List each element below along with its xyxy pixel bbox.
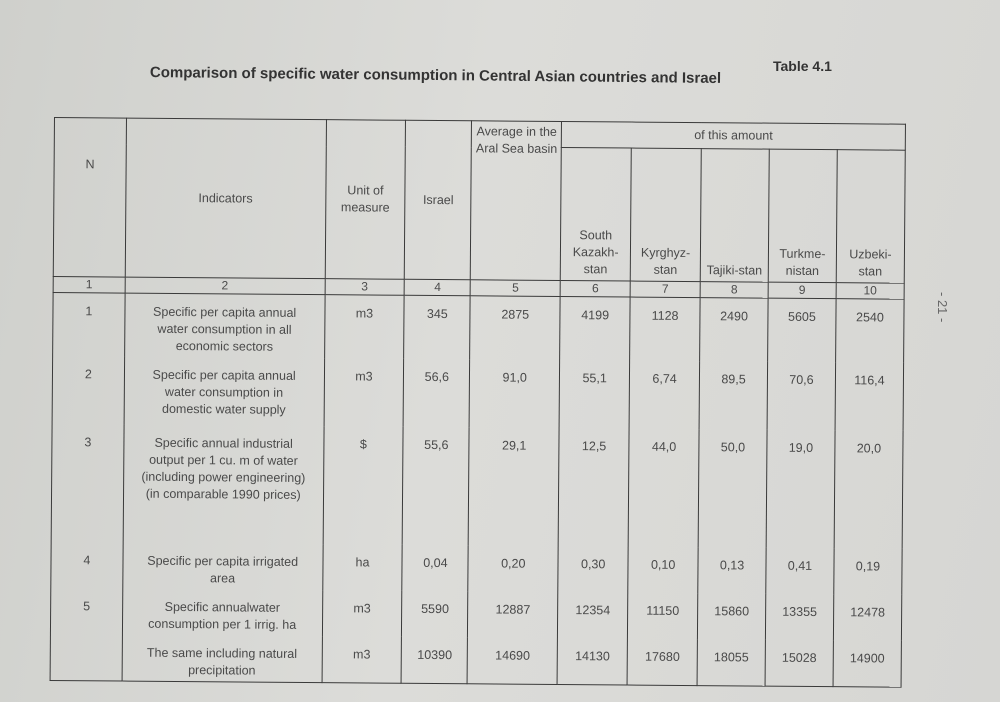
column-number: 4 — [404, 279, 471, 296]
value: 14130 — [557, 637, 628, 686]
value: 1128 — [629, 297, 701, 362]
table-row: 2 Specific per capita annual water consum… — [52, 355, 904, 431]
page-number: - 21 - — [935, 292, 950, 323]
unit: m3 — [321, 590, 403, 637]
value: 5605 — [767, 298, 837, 363]
header-cell: Tajiki-stan — [700, 148, 770, 283]
value: 10390 — [401, 636, 468, 684]
header-cell: of this amount — [561, 121, 906, 151]
value: 2540 — [835, 298, 905, 363]
table-label: Table 4.1 — [773, 58, 832, 74]
value: 116,4 — [835, 362, 904, 431]
table-head: N Indicators Unit of measure Israel Aver… — [53, 117, 906, 300]
column-number: 2 — [124, 277, 325, 295]
column-number: 1 — [53, 276, 126, 294]
value: 89,5 — [699, 361, 768, 430]
column-number: 8 — [700, 281, 769, 299]
value: 11150 — [627, 592, 698, 640]
column-number: 9 — [768, 282, 837, 299]
header-cell: Uzbeki-stan — [836, 149, 906, 284]
value: 0,04 — [402, 544, 469, 592]
data-table: N Indicators Unit of measure Israel Aver… — [50, 117, 906, 688]
indicator: Specific per capita irrigated area — [122, 542, 323, 591]
value: 0,30 — [558, 545, 629, 593]
value: 5590 — [401, 590, 469, 638]
unit: m3 — [321, 636, 402, 684]
value: 345 — [404, 295, 471, 360]
unit: m3 — [323, 358, 405, 427]
value: 15028 — [765, 639, 834, 687]
value: 44,0 — [628, 428, 700, 548]
value: 0,13 — [697, 547, 767, 594]
table-row: 5 Specific annualwater consumption per 1 … — [50, 587, 902, 641]
table-row: The same including natural precipitation… — [50, 633, 902, 688]
unit: ha — [322, 544, 403, 591]
value: 12354 — [557, 591, 628, 639]
value: 20,0 — [834, 430, 904, 549]
indicator: The same including natural precipitation — [121, 634, 322, 683]
value: 12,5 — [558, 427, 630, 547]
header-row: N Indicators Unit of measure Israel Aver… — [53, 117, 906, 281]
value: 56,6 — [403, 358, 470, 428]
header-cell: Average in the Aral Sea basin — [470, 120, 562, 281]
header-cell: Turkme-nistan — [768, 149, 838, 283]
table-row: 4 Specific per capita irrigated area ha 0,0… — [50, 541, 903, 595]
value: 13355 — [765, 593, 834, 641]
value: 70,6 — [767, 361, 836, 431]
row-number: 1 — [52, 292, 125, 357]
column-number: 5 — [470, 279, 561, 297]
value: 29,1 — [468, 427, 560, 546]
column-number: 7 — [630, 281, 701, 298]
value: 18055 — [697, 639, 766, 687]
value: 12478 — [833, 594, 902, 641]
table-row: 3 Specific annual industrial output per 1… — [51, 423, 904, 549]
value: 19,0 — [766, 429, 836, 549]
header-cell: Indicators — [125, 118, 327, 279]
column-number: 3 — [324, 278, 405, 296]
header-cell: Israel — [404, 120, 472, 280]
value: 12887 — [467, 591, 559, 638]
header-cell: South Kazakh-stan — [560, 147, 632, 282]
row-number: 5 — [50, 587, 123, 635]
value: 14690 — [467, 637, 558, 685]
table-body: 1 Specific per capita annual water consum… — [50, 292, 905, 688]
value: 4199 — [559, 296, 631, 361]
header-cell: Kyrghyz-stan — [630, 148, 702, 282]
header-cell: Unit of measure — [324, 119, 406, 280]
value: 2490 — [699, 297, 769, 362]
row-number — [50, 633, 123, 682]
value: 14900 — [833, 640, 902, 688]
value: 17680 — [627, 638, 698, 686]
value: 0,20 — [468, 545, 559, 592]
indicator: Specific annual industrial output per 1 … — [122, 424, 324, 545]
column-number: 6 — [560, 280, 631, 298]
value: 91,0 — [469, 359, 560, 428]
row-number: 3 — [51, 423, 124, 543]
indicator: Specific annualwater consumption per 1 i… — [122, 588, 323, 637]
value: 15860 — [697, 593, 766, 640]
row-number: 2 — [52, 355, 125, 425]
value: 2875 — [469, 295, 561, 360]
header-cell: N — [53, 117, 127, 278]
value: 0,10 — [627, 546, 699, 594]
value: 0,19 — [833, 548, 903, 595]
unit: m3 — [324, 294, 405, 359]
table-row: 1 Specific per capita annual water consum… — [52, 292, 905, 363]
unit: $ — [322, 426, 404, 545]
value: 55,6 — [402, 426, 470, 546]
row-number: 4 — [50, 541, 123, 589]
column-number: 10 — [836, 282, 905, 300]
value: 50,0 — [698, 429, 768, 548]
value: 0,41 — [765, 547, 835, 595]
value: 55,1 — [559, 359, 630, 429]
indicator: Specific per capita annual water consump… — [123, 356, 325, 427]
value: 6,74 — [629, 360, 700, 430]
table-title: Comparison of specific water consumption… — [149, 64, 722, 87]
indicator: Specific per capita annual water consump… — [124, 293, 325, 359]
